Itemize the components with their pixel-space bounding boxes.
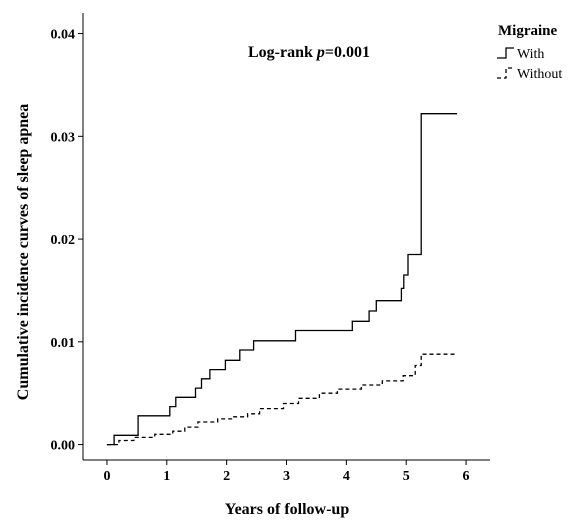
axes: 0 1 2 3 4 5 6 0.00 0.01 0.02 0.03 0.04 [51, 13, 490, 484]
annotation-logrank: Log-rank p=0.001 [248, 44, 370, 61]
legend-label-with: With [517, 47, 544, 62]
y-tick-label: 0.03 [51, 130, 76, 145]
series-layer [106, 113, 458, 446]
series-line-with [106, 113, 458, 446]
x-tick-label: 2 [223, 469, 230, 484]
y-tick-label: 0.00 [51, 439, 76, 454]
x-tick-label: 3 [283, 469, 290, 484]
x-tick-label: 0 [103, 469, 110, 484]
x-tick-label: 6 [463, 469, 470, 484]
annotation-prefix: Log-rank [248, 44, 317, 61]
legend-title: Migraine [498, 23, 557, 39]
legend: Migraine With Without [497, 23, 562, 82]
y-tick-label: 0.04 [51, 28, 76, 43]
legend-swatch-with [497, 47, 514, 59]
x-tick-label: 4 [343, 469, 350, 484]
x-tick-label: 1 [163, 469, 170, 484]
x-tick-label: 5 [403, 469, 410, 484]
y-tick-label: 0.01 [51, 336, 76, 351]
y-tick-label: 0.02 [51, 233, 76, 248]
annotation-suffix: =0.001 [325, 44, 370, 61]
legend-swatch-without [497, 67, 514, 79]
annotation-p: p [315, 44, 325, 61]
legend-label-without: Without [517, 67, 562, 82]
x-axis-label: Years of follow-up [225, 501, 350, 518]
y-axis-label: Cumulative incidence curves of sleep apn… [15, 104, 32, 400]
series-line-without [106, 353, 458, 446]
